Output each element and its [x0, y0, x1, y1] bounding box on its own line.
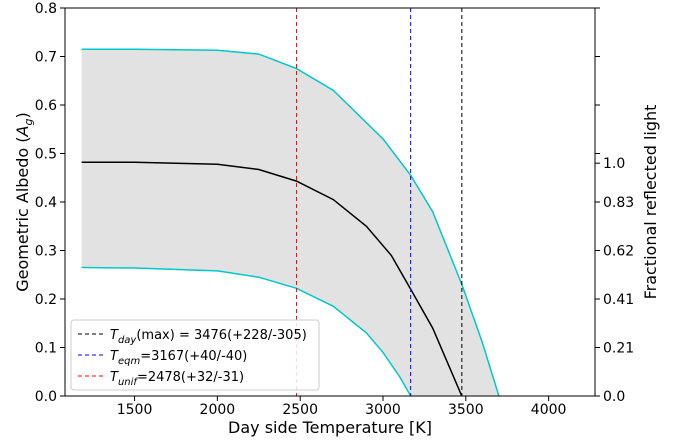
y2-tick-label: 0.41 — [603, 292, 634, 308]
y-tick-label: 0.4 — [35, 195, 57, 211]
y-tick-label: 0.6 — [35, 98, 57, 114]
albedo-range-band — [81, 49, 499, 396]
y2-tick-label: 0.62 — [603, 244, 634, 260]
legend: Tday(max) = 3476(+228/-305)Teqm=3167(+40… — [70, 319, 320, 391]
x-tick-label: 1500 — [117, 402, 153, 418]
y-axis-label-symbol: A — [13, 125, 32, 137]
legend-label: Tunif=2478(+32/-31) — [110, 370, 244, 388]
legend-label-rest: =3167(+40/-40) — [140, 349, 247, 364]
y-axis-label-subscript: g — [22, 118, 35, 125]
legend-label-symbol: T — [110, 370, 119, 385]
x-axis-label: Day side Temperature [K] — [228, 418, 432, 437]
legend-label-subscript: eqm — [118, 356, 141, 367]
y-axis-ticks: 0.0 0.1 0.2 0.3 0.4 0.5 0.6 0.7 0.8 — [35, 1, 65, 405]
y-tick-label: 0.0 — [35, 389, 57, 405]
legend-label-rest: =2478(+32/-31) — [137, 370, 244, 385]
y2-axis-ticks: 0.0 0.21 0.41 0.62 0.83 1.0 — [595, 7, 634, 405]
legend-box — [70, 319, 320, 391]
series-layer — [81, 48, 500, 397]
y2-tick-label: 0.83 — [603, 195, 634, 211]
y-tick-label: 0.3 — [35, 244, 57, 260]
x-axis-ticks: 1500 2000 2500 3000 3500 4000 — [117, 396, 567, 418]
y2-tick-label: 0.21 — [603, 341, 634, 357]
legend-entry-t-unif: Tunif=2478(+32/-31) — [78, 370, 244, 388]
legend-label-subscript: day — [118, 335, 137, 346]
legend-label-subscript: unif — [118, 377, 138, 388]
legend-label: Teqm=3167(+40/-40) — [110, 349, 247, 367]
y-axis-label: Geometric Albedo (Ag) — [13, 112, 35, 292]
y-axis-label-main: Geometric Albedo ( — [13, 136, 32, 291]
legend-entry-t-eqm: Teqm=3167(+40/-40) — [78, 349, 247, 367]
y2-tick-label: 1.0 — [603, 156, 625, 172]
y-tick-label: 0.1 — [35, 341, 57, 357]
upper-bound-line — [81, 48, 500, 397]
x-tick-label: 3000 — [365, 402, 401, 418]
legend-label: Tday(max) = 3476(+228/-305) — [110, 328, 307, 346]
x-tick-label: 2500 — [282, 402, 318, 418]
x-tick-label: 3500 — [448, 402, 484, 418]
y-tick-label: 0.2 — [35, 292, 57, 308]
y-axis-label-close: ) — [13, 112, 32, 118]
legend-entry-t-day: Tday(max) = 3476(+228/-305) — [78, 328, 307, 346]
albedo-range-band-layer — [81, 49, 499, 396]
legend-label-symbol: T — [110, 328, 119, 343]
y2-tick-label: 0.0 — [603, 389, 625, 405]
y2-axis-label: Fractional reflected light — [641, 105, 660, 300]
y-tick-label: 0.7 — [35, 50, 57, 66]
legend-label-symbol: T — [110, 349, 119, 364]
legend-label-rest: (max) = 3476(+228/-305) — [136, 328, 306, 343]
y-tick-label: 0.5 — [35, 147, 57, 163]
legend-entries: Tday(max) = 3476(+228/-305)Teqm=3167(+40… — [78, 328, 307, 388]
x-tick-label: 4000 — [531, 402, 567, 418]
y-tick-label: 0.8 — [35, 1, 57, 17]
best-fit-line — [81, 161, 463, 397]
x-tick-label: 2000 — [200, 402, 236, 418]
lower-bound-line — [81, 266, 412, 397]
